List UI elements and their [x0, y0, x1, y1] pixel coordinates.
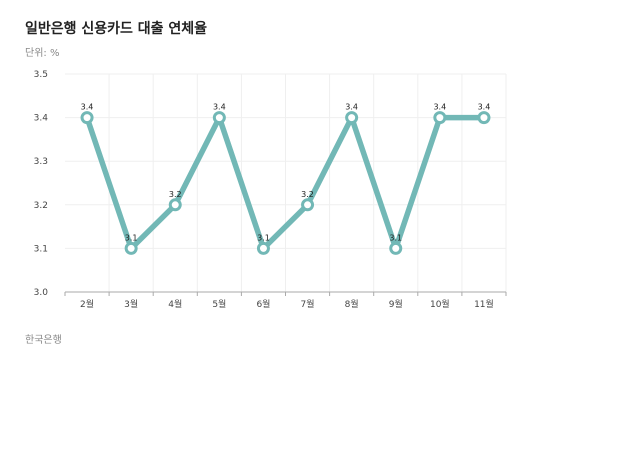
x-tick-label: 8월 — [345, 298, 359, 310]
y-tick-label: 3.5 — [34, 70, 48, 80]
data-label: 3.4 — [478, 103, 491, 112]
data-point — [433, 111, 447, 125]
x-tick-label: 2월 — [80, 298, 94, 310]
data-point — [389, 241, 403, 255]
data-label: 3.4 — [345, 103, 358, 112]
data-point — [256, 241, 270, 255]
data-point — [477, 111, 491, 125]
y-tick-label: 3.2 — [34, 201, 48, 211]
x-tick-label: 11월 — [474, 298, 494, 310]
data-point — [212, 111, 226, 125]
data-point — [301, 198, 315, 212]
chart-title: 일반은행 신용카드 대출 연체율 — [25, 21, 208, 37]
data-label: 3.2 — [301, 190, 314, 199]
series-line — [84, 114, 487, 252]
x-tick-label: 4월 — [168, 298, 182, 310]
y-tick-label: 3.0 — [34, 288, 49, 298]
data-label: 3.4 — [81, 103, 94, 112]
unit-label: 단위: % — [25, 48, 60, 59]
y-tick-label: 3.4 — [34, 114, 49, 124]
data-label: 3.4 — [433, 103, 446, 112]
data-label: 3.4 — [213, 103, 226, 112]
data-label: 3.1 — [125, 233, 138, 242]
data-label: 3.1 — [257, 233, 270, 242]
data-point — [168, 198, 182, 212]
y-tick-label: 3.3 — [34, 157, 48, 167]
x-tick-label: 7월 — [301, 298, 315, 310]
x-tick-label: 6월 — [256, 298, 270, 310]
x-tick-label: 10월 — [430, 298, 450, 310]
x-tick-label: 3월 — [124, 298, 138, 310]
source-label: 한국은행 — [25, 335, 62, 346]
data-point — [80, 111, 94, 125]
x-tick-label: 5월 — [212, 298, 226, 310]
data-point — [345, 111, 359, 125]
x-tick-label: 9월 — [389, 298, 403, 310]
y-tick-label: 3.1 — [34, 244, 48, 254]
data-label: 3.2 — [169, 190, 182, 199]
data-label: 3.1 — [389, 233, 402, 242]
data-point — [124, 241, 138, 255]
